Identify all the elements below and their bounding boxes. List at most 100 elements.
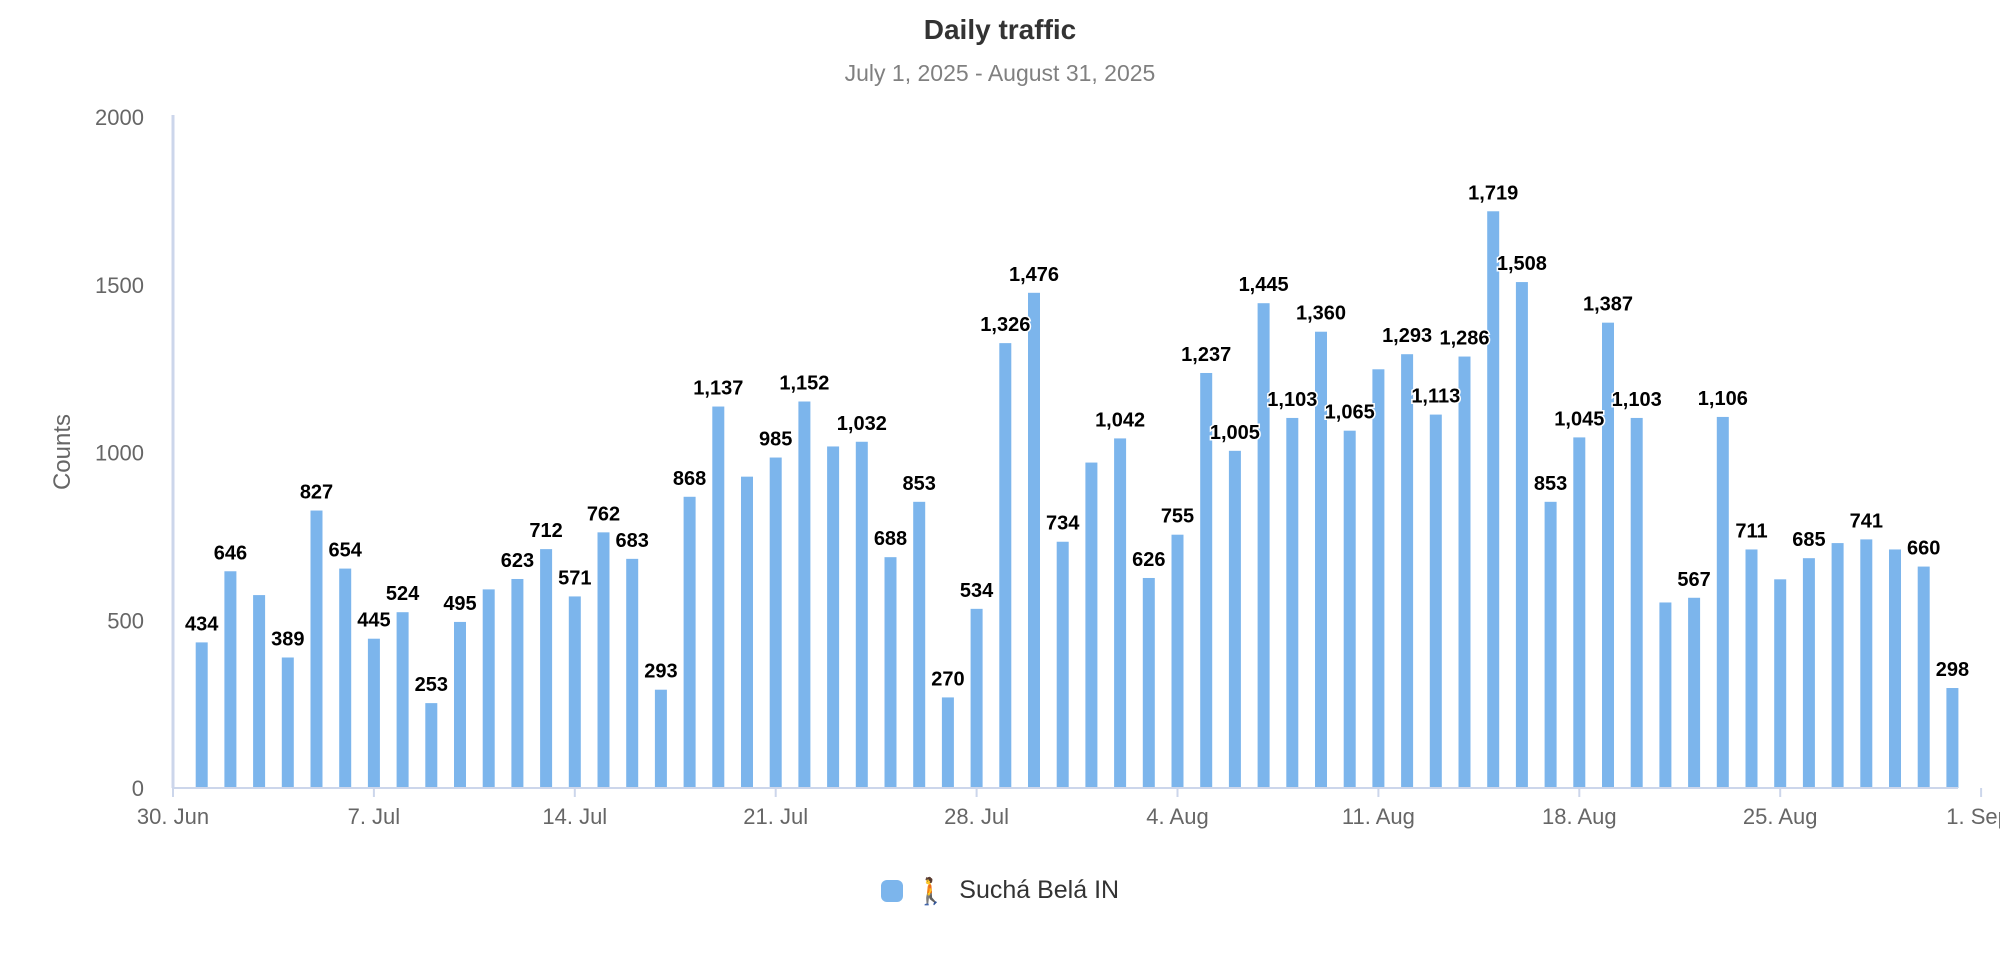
data-label: 1,042 [1095,409,1145,431]
data-label: 1,719 [1468,182,1518,204]
data-label: 1,106 [1698,388,1748,410]
bar [511,578,524,788]
data-label: 298 [1936,659,1969,681]
bar [1745,549,1758,788]
x-tick-label: 11. Aug [1342,804,1415,829]
bar [683,496,696,788]
legend-swatch [880,879,903,902]
x-tick-label: 7. Jul [348,804,401,829]
bar [1257,303,1270,788]
y-tick-label: 500 [107,608,144,633]
data-label: 524 [386,583,420,605]
bar [1286,417,1299,788]
chart-subtitle: July 1, 2025 - August 31, 2025 [844,60,1156,86]
bar [1487,211,1500,788]
bar [396,612,409,788]
data-label: 1,152 [779,373,829,395]
hiker-icon: 🚶 [914,875,948,906]
bar [999,343,1012,788]
data-label: 853 [903,473,936,495]
y-axis-title: Counts [49,414,76,490]
data-label: 1,508 [1497,253,1547,275]
data-label: 1,387 [1583,294,1633,316]
data-label: 853 [1534,473,1567,495]
legend-label: Suchá Belá IN [959,876,1120,904]
bar [568,596,581,788]
bar [454,621,466,788]
bar [482,589,495,788]
bar [1860,539,1873,788]
data-label: 683 [616,530,649,552]
data-label: 646 [214,542,247,564]
bar [339,568,352,788]
x-tick-label: 30. Jun [137,804,209,829]
chart-title: Daily traffic [923,14,1077,45]
data-label: 1,360 [1296,303,1346,325]
bar [827,446,840,788]
bar [253,595,266,788]
data-label: 1,445 [1239,274,1289,296]
bar [1315,331,1327,788]
data-label: 623 [501,550,534,572]
bar [626,558,639,788]
bar [1659,602,1672,788]
y-tick-label: 1000 [95,441,144,466]
data-label: 654 [329,540,363,562]
data-label: 985 [759,429,792,451]
legend[interactable]: 🚶 Suchá Belá IN [0,876,2000,905]
data-label: 270 [931,668,964,690]
bar [769,457,782,788]
bar [1602,322,1614,788]
bar [1802,558,1815,788]
data-label: 868 [673,468,706,490]
data-label: 660 [1907,538,1940,560]
bar [1228,450,1241,788]
data-label: 762 [587,503,620,525]
bar [1343,430,1356,788]
data-label: 434 [185,613,219,635]
bar [310,510,323,788]
data-label: 389 [271,628,304,650]
data-label: 253 [415,674,448,696]
bar [367,638,380,788]
bar [1028,292,1040,788]
x-tick-label: 1. Sept [1946,804,2000,829]
data-label: 1,137 [693,378,743,400]
data-label: 567 [1677,569,1710,591]
data-label: 1,476 [1009,264,1059,286]
bar [195,642,208,788]
data-label: 685 [1792,529,1825,551]
bar [1085,462,1098,788]
bar [1630,417,1643,788]
y-tick-label: 2000 [95,105,144,130]
bar [1458,356,1471,788]
x-tick-label: 18. Aug [1542,804,1617,829]
data-label: 1,005 [1210,422,1260,444]
bar [741,476,753,788]
bar [1372,369,1385,788]
data-label: 711 [1735,520,1767,542]
data-label: 571 [558,567,591,589]
y-tick-label: 1500 [95,273,144,298]
data-label: 734 [1046,513,1080,535]
bar [913,501,926,788]
data-label: 1,293 [1382,325,1432,347]
bar [798,401,811,788]
bar [1716,416,1729,788]
data-label: 1,113 [1411,386,1460,408]
bar [540,549,553,788]
data-label: 755 [1161,506,1194,528]
data-label: 445 [357,610,390,632]
bar [1774,579,1787,788]
bar [597,532,610,788]
data-label: 534 [960,580,994,602]
data-label: 1,103 [1267,389,1317,411]
bar [1573,437,1586,788]
data-label: 1,032 [837,413,887,435]
bar [1200,372,1213,788]
bar [1142,577,1155,788]
data-label: 626 [1132,549,1165,571]
data-label: 1,326 [980,314,1030,336]
data-label: 1,045 [1554,408,1604,430]
bar [654,689,667,788]
